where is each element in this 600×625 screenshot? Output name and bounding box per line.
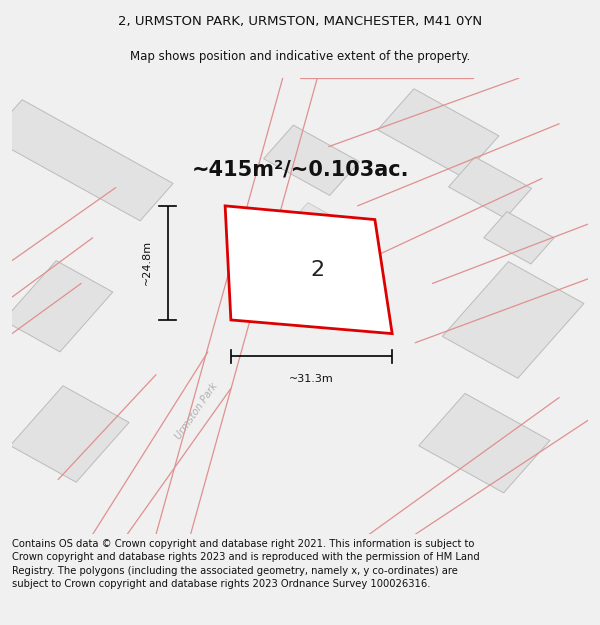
Text: Map shows position and indicative extent of the property.: Map shows position and indicative extent… xyxy=(130,50,470,62)
Polygon shape xyxy=(419,393,550,493)
Text: Contains OS data © Crown copyright and database right 2021. This information is : Contains OS data © Crown copyright and d… xyxy=(12,539,480,589)
Polygon shape xyxy=(377,89,499,177)
Text: ~415m²/~0.103ac.: ~415m²/~0.103ac. xyxy=(191,159,409,179)
Polygon shape xyxy=(225,206,392,334)
Text: 2, URMSTON PARK, URMSTON, MANCHESTER, M41 0YN: 2, URMSTON PARK, URMSTON, MANCHESTER, M4… xyxy=(118,16,482,28)
Text: 2: 2 xyxy=(310,260,325,280)
Text: ~31.3m: ~31.3m xyxy=(289,374,334,384)
Polygon shape xyxy=(281,202,365,264)
Text: ~24.8m: ~24.8m xyxy=(142,241,152,286)
Text: Urmston Park: Urmston Park xyxy=(231,213,277,272)
Polygon shape xyxy=(263,125,359,196)
Polygon shape xyxy=(10,386,129,482)
Polygon shape xyxy=(233,263,298,313)
Polygon shape xyxy=(449,157,532,218)
Polygon shape xyxy=(4,261,113,352)
Text: Urmston Park: Urmston Park xyxy=(173,381,220,441)
Polygon shape xyxy=(484,212,554,264)
Polygon shape xyxy=(0,100,173,221)
Polygon shape xyxy=(442,262,584,378)
